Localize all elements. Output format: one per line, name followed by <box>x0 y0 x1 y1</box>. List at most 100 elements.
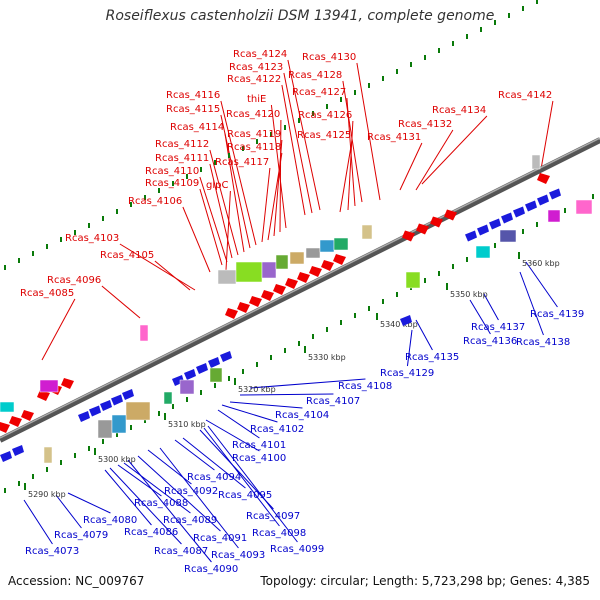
forward-gene-label: Rcas_4126 <box>298 110 352 121</box>
forward-gene-leader <box>209 149 239 256</box>
accession-text: Accession: NC_009767 <box>8 574 145 588</box>
forward-gene-label: Rcas_4111 <box>155 153 209 164</box>
forward-gene-leader <box>101 285 141 319</box>
gene-arrow <box>273 284 286 295</box>
tick-dot <box>452 264 454 269</box>
feature-block <box>235 261 263 283</box>
tick-dot <box>200 390 202 395</box>
tick-dot <box>200 167 202 172</box>
reverse-gene-leader <box>249 378 366 389</box>
feature-block <box>125 401 151 421</box>
gene-arrow <box>444 209 457 221</box>
genome-summary-text: Topology: circular; Length: 5,723,298 bp… <box>260 574 590 588</box>
forward-gene-label: Rcas_4096 <box>47 275 101 286</box>
forward-gene-leader <box>119 243 196 291</box>
forward-gene-label: Rcas_4128 <box>288 70 342 81</box>
tick-dot <box>32 251 34 256</box>
forward-gene-label: Rcas_4132 <box>398 119 452 130</box>
tick-dot <box>382 76 384 81</box>
tick-dot <box>228 153 230 158</box>
tick-dot <box>522 229 524 234</box>
tick-dot <box>18 481 20 486</box>
feature-block <box>361 224 373 240</box>
reverse-gene-label: Rcas_4139 <box>530 309 584 320</box>
kbp-tick <box>234 378 236 385</box>
tick-dot <box>214 383 216 388</box>
gene-arrow <box>37 390 50 401</box>
feature-block <box>43 446 53 464</box>
forward-gene-label: thiE <box>247 94 266 105</box>
reverse-gene-leader <box>55 494 82 529</box>
gene-arrow <box>465 230 477 242</box>
kbp-tick <box>518 252 520 259</box>
feature-block <box>209 367 223 383</box>
gene-arrow <box>321 260 334 271</box>
reverse-gene-label: Rcas_4091 <box>193 533 247 544</box>
feature-block <box>39 379 59 393</box>
tick-dot <box>130 425 132 430</box>
reverse-gene-label: Rcas_4073 <box>25 546 79 557</box>
reverse-gene-label: Rcas_4102 <box>250 424 304 435</box>
tick-dot <box>172 404 174 409</box>
reverse-gene-leader <box>229 401 303 409</box>
tick-dot <box>284 125 286 130</box>
forward-gene-label: Rcas_4116 <box>166 90 220 101</box>
tick-dot <box>74 230 76 235</box>
reverse-gene-label: Rcas_4098 <box>252 528 306 539</box>
forward-gene-label: Rcas_4123 <box>229 62 283 73</box>
gene-arrow <box>549 188 561 200</box>
tick-dot <box>88 446 90 451</box>
forward-gene-label: Rcas_4115 <box>166 104 220 115</box>
tick-dot <box>228 376 230 381</box>
feature-block <box>305 247 321 259</box>
gene-arrow <box>309 266 322 277</box>
forward-gene-leader <box>199 188 223 266</box>
tick-dot <box>326 104 328 109</box>
tick-dot <box>466 257 468 262</box>
reverse-gene-label: Rcas_4136 <box>463 336 517 347</box>
tick-dot <box>46 244 48 249</box>
tick-dot <box>410 62 412 67</box>
kbp-label: 5350 kbp <box>450 290 488 299</box>
gene-arrow <box>513 206 525 218</box>
gene-arrow <box>61 378 74 389</box>
feature-block <box>111 414 127 434</box>
tick-dot <box>158 188 160 193</box>
tick-dot <box>536 222 538 227</box>
forward-gene-label: Rcas_4142 <box>498 90 552 101</box>
forward-gene-label: Rcas_4112 <box>155 139 209 150</box>
tick-dot <box>242 146 244 151</box>
reverse-gene-leader <box>174 439 215 471</box>
tick-dot <box>382 299 384 304</box>
tick-dot <box>326 327 328 332</box>
tick-dot <box>32 474 34 479</box>
gene-arrow <box>285 278 298 289</box>
tick-dot <box>144 195 146 200</box>
forward-gene-leader <box>225 190 231 271</box>
reverse-gene-leader <box>525 261 558 308</box>
reverse-strand-1 <box>0 445 24 462</box>
kbp-tick <box>94 448 96 455</box>
tick-dot <box>298 341 300 346</box>
tick-dot <box>60 237 62 242</box>
gene-arrow <box>537 173 550 184</box>
reverse-gene-label: Rcas_4138 <box>516 337 570 348</box>
axis-backbone <box>0 137 600 443</box>
tick-dot <box>494 243 496 248</box>
reverse-gene-leader <box>109 467 182 545</box>
tick-dot <box>494 20 496 25</box>
tick-dot <box>340 97 342 102</box>
gene-arrow <box>333 254 346 265</box>
gene-arrow <box>89 405 101 417</box>
forward-gene-label: Rcas_4085 <box>20 288 74 299</box>
forward-gene-leader <box>339 140 353 213</box>
reverse-gene-leader <box>239 393 334 396</box>
tick-dot <box>158 411 160 416</box>
kbp-tick <box>446 283 448 290</box>
forward-gene-leader <box>41 298 76 361</box>
tick-dot <box>46 467 48 472</box>
forward-gene-leader <box>199 176 228 263</box>
feature-block <box>289 251 305 265</box>
feature-block <box>0 401 15 413</box>
feature-block <box>531 154 541 170</box>
